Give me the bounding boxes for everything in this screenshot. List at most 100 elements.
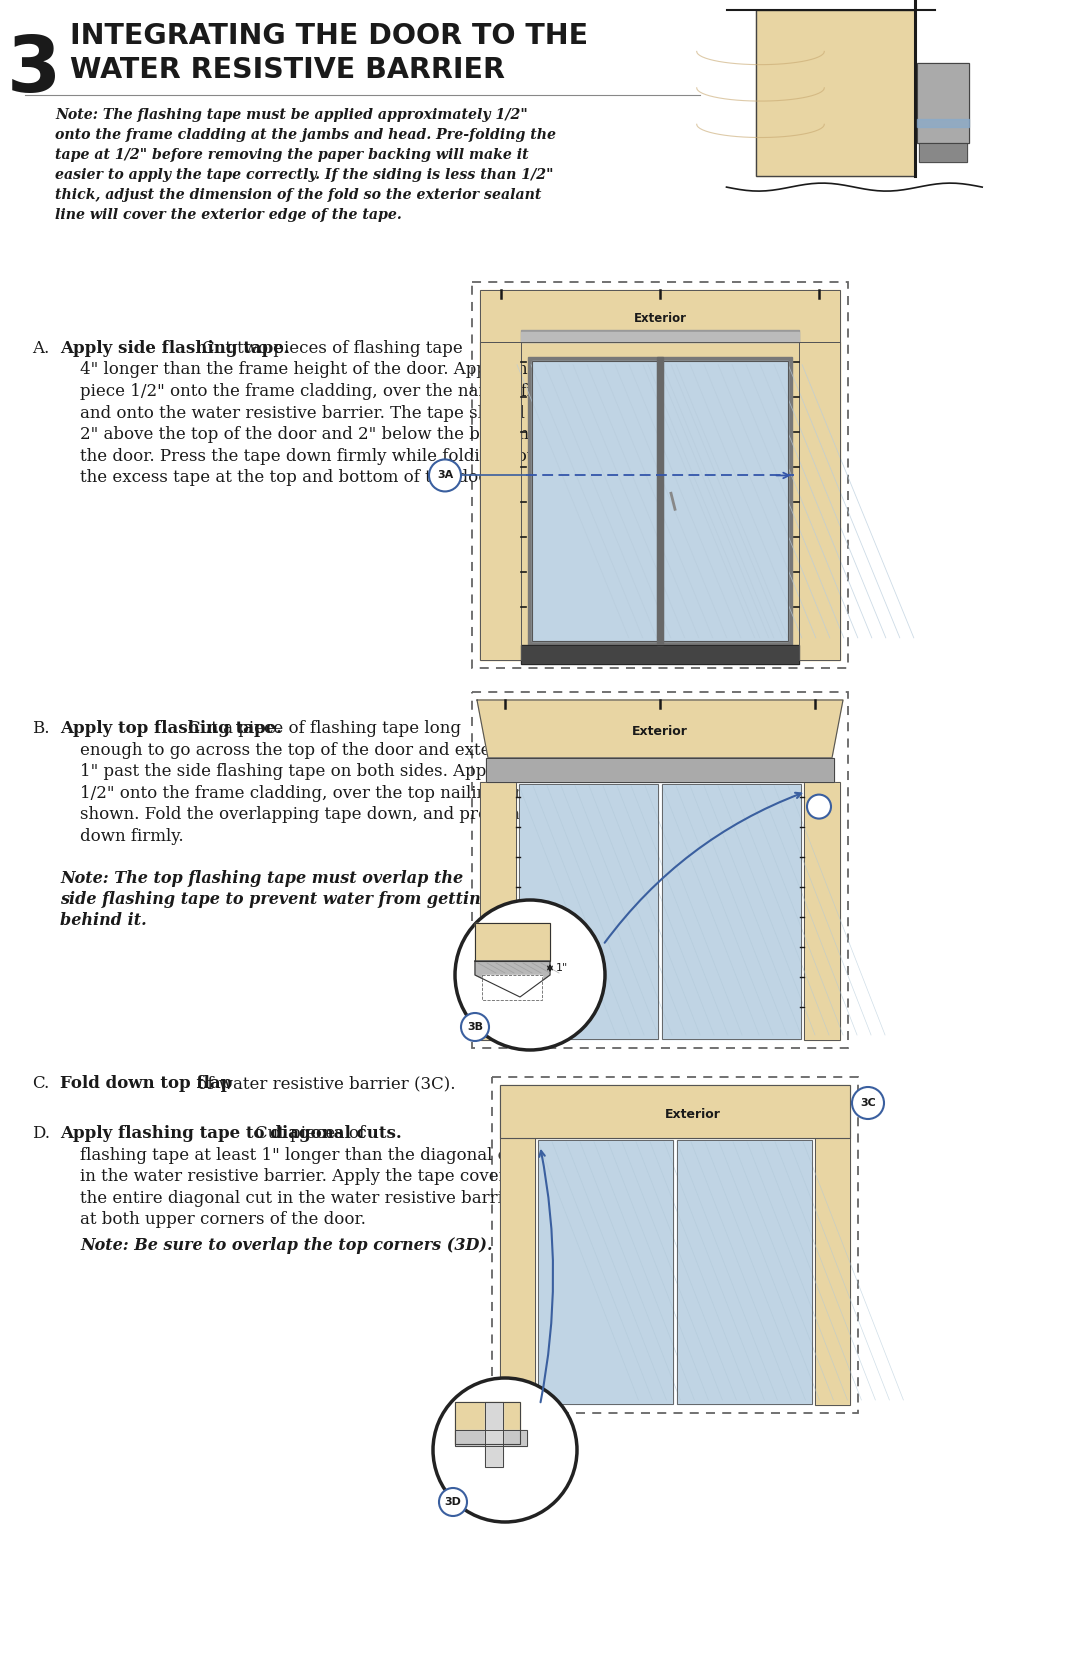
Bar bbox=[528, 357, 792, 646]
Text: the excess tape at the top and bottom of the door.: the excess tape at the top and bottom of… bbox=[80, 469, 500, 486]
Bar bbox=[815, 1138, 850, 1405]
Text: easier to apply the tape correctly. If the siding is less than 1/2": easier to apply the tape correctly. If t… bbox=[55, 169, 554, 182]
Bar bbox=[480, 342, 522, 659]
Bar bbox=[815, 1138, 850, 1405]
Bar bbox=[522, 646, 798, 664]
Bar bbox=[522, 646, 798, 664]
Bar bbox=[480, 781, 516, 1040]
Text: the door. Press the tape down firmly while folding down: the door. Press the tape down firmly whi… bbox=[80, 447, 552, 464]
Bar bbox=[485, 1402, 503, 1467]
Circle shape bbox=[433, 1379, 577, 1522]
Bar bbox=[480, 290, 840, 342]
Bar bbox=[500, 1085, 850, 1138]
Bar bbox=[519, 784, 658, 1040]
Text: Apply flashing tape to diagonal cuts.: Apply flashing tape to diagonal cuts. bbox=[60, 1125, 402, 1142]
Bar bbox=[677, 1140, 812, 1404]
Text: down firmly.: down firmly. bbox=[80, 828, 184, 845]
Circle shape bbox=[852, 1087, 885, 1118]
Bar bbox=[798, 342, 840, 659]
Text: Note: The flashing tape must be applied approximately 1/2": Note: The flashing tape must be applied … bbox=[55, 108, 528, 122]
Bar bbox=[455, 1430, 527, 1445]
Bar bbox=[482, 975, 542, 1000]
Bar bbox=[804, 781, 840, 1040]
Circle shape bbox=[807, 794, 831, 818]
Text: behind it.: behind it. bbox=[60, 911, 147, 930]
Bar bbox=[500, 1085, 850, 1138]
Text: 1": 1" bbox=[556, 963, 568, 973]
Text: B.: B. bbox=[32, 719, 50, 738]
Bar bbox=[538, 1140, 673, 1404]
Text: Cut two pieces of flashing tape: Cut two pieces of flashing tape bbox=[202, 340, 462, 357]
Text: 3: 3 bbox=[6, 32, 62, 108]
Bar bbox=[455, 1402, 519, 1444]
Text: D.: D. bbox=[32, 1125, 50, 1142]
Bar bbox=[492, 1077, 858, 1414]
Text: Cut pieces of: Cut pieces of bbox=[255, 1125, 365, 1142]
Bar bbox=[663, 362, 788, 641]
Bar bbox=[663, 362, 788, 641]
Text: 3B: 3B bbox=[467, 1021, 483, 1031]
Bar bbox=[455, 1430, 527, 1445]
Text: WATER RESISTIVE BARRIER: WATER RESISTIVE BARRIER bbox=[70, 57, 505, 83]
Circle shape bbox=[429, 459, 461, 491]
Bar bbox=[482, 975, 542, 1000]
Text: 2" above the top of the door and 2" below the bottom of: 2" above the top of the door and 2" belo… bbox=[80, 426, 551, 442]
Bar bbox=[919, 144, 968, 162]
Bar bbox=[917, 120, 969, 127]
Bar bbox=[657, 357, 663, 646]
Text: Note: The top flashing tape must overlap the: Note: The top flashing tape must overlap… bbox=[60, 870, 463, 886]
Bar bbox=[472, 282, 848, 668]
Text: Fold down top flap: Fold down top flap bbox=[60, 1075, 232, 1092]
Bar bbox=[756, 10, 915, 175]
Bar bbox=[917, 63, 969, 144]
Text: C.: C. bbox=[32, 1075, 50, 1092]
Bar bbox=[798, 342, 840, 659]
Bar bbox=[486, 758, 834, 781]
Text: tape at 1/2" before removing the paper backing will make it: tape at 1/2" before removing the paper b… bbox=[55, 149, 528, 162]
Text: 1" past the side flashing tape on both sides. Apply the tape: 1" past the side flashing tape on both s… bbox=[80, 763, 576, 779]
Text: Cut a piece of flashing tape long: Cut a piece of flashing tape long bbox=[188, 719, 461, 738]
Polygon shape bbox=[477, 699, 843, 758]
Text: Apply top flashing tape.: Apply top flashing tape. bbox=[60, 719, 282, 738]
Text: side flashing tape to prevent water from getting: side flashing tape to prevent water from… bbox=[60, 891, 492, 908]
Bar bbox=[475, 923, 550, 961]
Bar bbox=[486, 758, 834, 781]
Bar bbox=[917, 63, 969, 144]
Bar bbox=[480, 342, 522, 659]
Text: shown. Fold the overlapping tape down, and press all tape: shown. Fold the overlapping tape down, a… bbox=[80, 806, 572, 823]
Circle shape bbox=[461, 1013, 489, 1041]
Bar bbox=[472, 693, 848, 1048]
Text: onto the frame cladding at the jambs and head. Pre-folding the: onto the frame cladding at the jambs and… bbox=[55, 129, 556, 142]
Bar bbox=[500, 1138, 535, 1405]
Bar bbox=[500, 1138, 535, 1405]
Text: of water resistive barrier (3C).: of water resistive barrier (3C). bbox=[192, 1075, 456, 1092]
Bar bbox=[531, 362, 657, 641]
Bar bbox=[538, 1140, 673, 1404]
Bar bbox=[531, 362, 657, 641]
Text: in the water resistive barrier. Apply the tape covering: in the water resistive barrier. Apply th… bbox=[80, 1168, 534, 1185]
Circle shape bbox=[438, 1489, 467, 1515]
Bar bbox=[485, 1402, 503, 1467]
Text: flashing tape at least 1" longer than the diagonal cuts: flashing tape at least 1" longer than th… bbox=[80, 1147, 532, 1163]
Text: A.: A. bbox=[32, 340, 50, 357]
Bar bbox=[480, 290, 840, 659]
Bar bbox=[662, 784, 801, 1040]
Text: 3D: 3D bbox=[445, 1497, 461, 1507]
Bar bbox=[804, 781, 840, 1040]
Bar bbox=[522, 332, 798, 342]
Bar bbox=[475, 923, 550, 961]
Text: the entire diagonal cut in the water resistive barrier: the entire diagonal cut in the water res… bbox=[80, 1190, 521, 1207]
Circle shape bbox=[455, 900, 605, 1050]
Text: piece 1/2" onto the frame cladding, over the nailing fin: piece 1/2" onto the frame cladding, over… bbox=[80, 382, 542, 401]
Bar bbox=[522, 330, 798, 342]
Text: thick, adjust the dimension of the fold so the exterior sealant: thick, adjust the dimension of the fold … bbox=[55, 189, 541, 202]
Text: line will cover the exterior edge of the tape.: line will cover the exterior edge of the… bbox=[55, 209, 402, 222]
Bar bbox=[519, 784, 658, 1040]
Text: Exterior: Exterior bbox=[634, 312, 687, 325]
Bar bbox=[756, 10, 915, 175]
Text: Note: Be sure to overlap the top corners (3D).: Note: Be sure to overlap the top corners… bbox=[80, 1237, 492, 1253]
Bar bbox=[662, 784, 801, 1040]
Text: 3C: 3C bbox=[860, 1098, 876, 1108]
Polygon shape bbox=[475, 961, 550, 996]
Bar bbox=[677, 1140, 812, 1404]
